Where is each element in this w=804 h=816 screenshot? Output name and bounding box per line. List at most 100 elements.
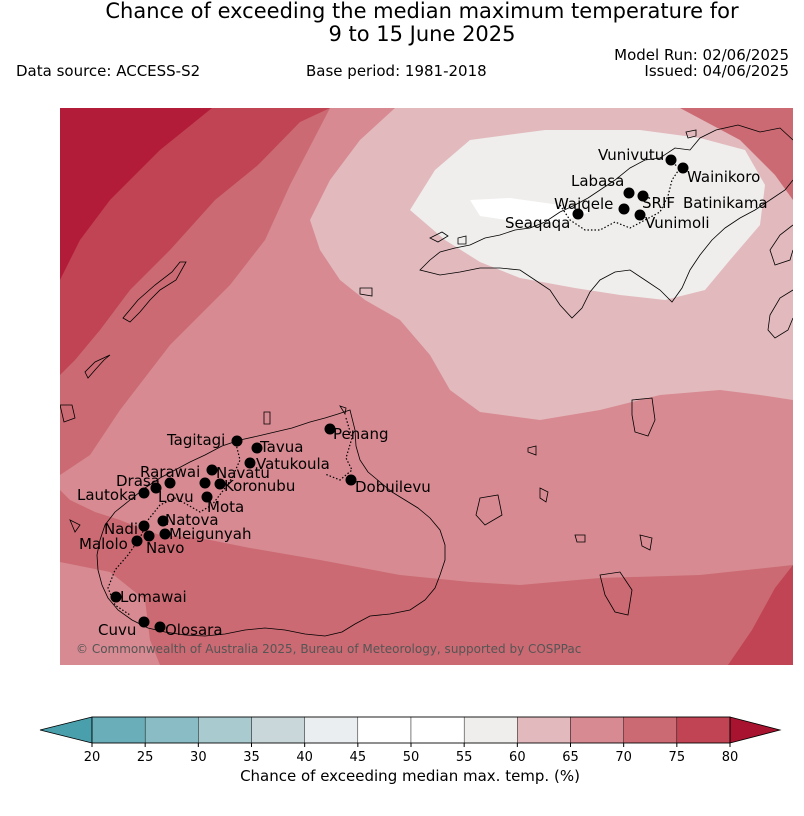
islet-coast-ne: [769, 224, 793, 266]
colorbar-tick-label-25: 25: [137, 750, 154, 765]
coastlines: [60, 124, 793, 637]
islet-center: [359, 287, 373, 297]
station-navatu[interactable]: Navatu: [199, 464, 270, 489]
contour-75-80-lower-right: [728, 565, 793, 665]
svg-text:Olosara: Olosara: [165, 621, 223, 639]
colorbar-bins: [91, 716, 731, 744]
svg-text:Malolo: Malolo: [79, 535, 128, 553]
colorbar-tick-label-20: 20: [84, 750, 101, 765]
station-dobuilevu[interactable]: Dobuilevu: [345, 474, 431, 497]
svg-text:Vunivutu: Vunivutu: [598, 146, 664, 164]
yasawa-chain: [122, 261, 187, 323]
station-markers: Vunivutu Wainikoro Labasa Waiqele SRIF B…: [77, 146, 768, 639]
svg-text:Lomawai: Lomawai: [120, 588, 187, 606]
islet-viti-north: [263, 411, 271, 425]
svg-text:Cuvu: Cuvu: [98, 621, 136, 639]
station-tavua[interactable]: Tavua: [251, 438, 304, 456]
svg-text:Drasa: Drasa: [116, 472, 160, 490]
station-olosara[interactable]: Olosara: [154, 621, 223, 639]
station-drasa[interactable]: Drasa: [116, 472, 162, 494]
svg-text:Navo: Navo: [146, 539, 184, 557]
station-meigunyah[interactable]: Meigunyah: [159, 525, 252, 543]
svg-text:Koronubu: Koronubu: [224, 477, 295, 495]
colorbar-ticks: 20 25 30 35 40 45 50 55 60 65 70 75 80: [84, 743, 738, 765]
colorbar-bin-3: [251, 716, 305, 744]
svg-text:SRIF: SRIF: [642, 194, 675, 212]
svg-text:Tagitagi: Tagitagi: [166, 431, 225, 449]
station-nadi[interactable]: Nadi: [104, 520, 150, 538]
svg-text:Mota: Mota: [207, 498, 244, 516]
colorbar-bin-9: [570, 716, 624, 744]
colorbar-tick-label-50: 50: [403, 750, 420, 765]
colorbar-bin-1: [144, 716, 199, 744]
svg-text:Lovu: Lovu: [158, 488, 194, 506]
islet-west-1: [60, 404, 76, 423]
colorbar-tick-label-55: 55: [456, 750, 473, 765]
koro-coast: [475, 494, 503, 526]
station-koronubu[interactable]: Koronubu: [214, 477, 296, 495]
islet-north-3: [685, 129, 697, 139]
svg-text:Penang: Penang: [333, 425, 388, 443]
colorbar-tick-label-40: 40: [296, 750, 313, 765]
viti-levu-coast: [96, 409, 446, 637]
svg-text:Rarawai: Rarawai: [140, 463, 200, 481]
district-boundaries: [107, 159, 681, 616]
station-seaqaqa[interactable]: Seaqaqa: [505, 208, 584, 233]
colorbar-bin-10: [623, 716, 678, 744]
colorbar-bin-7: [463, 716, 518, 744]
station-waiqele[interactable]: Waiqele: [554, 195, 630, 215]
svg-text:Nadi: Nadi: [104, 520, 138, 538]
station-vunimoli[interactable]: Vunimoli: [634, 209, 710, 233]
station-lomawai[interactable]: Lomawai: [110, 588, 187, 606]
station-vunivutu[interactable]: Vunivutu: [598, 146, 677, 166]
svg-text:Wainikoro: Wainikoro: [687, 168, 760, 186]
colorbar-bin-0: [91, 716, 146, 744]
station-lautoka[interactable]: Lautoka: [77, 486, 150, 504]
station-malolo[interactable]: Malolo: [79, 535, 143, 553]
svg-text:Lautoka: Lautoka: [77, 486, 137, 504]
colorbar-bin-5: [357, 716, 412, 744]
station-tagitagi[interactable]: Tagitagi: [166, 431, 243, 449]
title-line-2: 9 to 15 June 2025: [328, 22, 516, 46]
colorbar-bin-11: [676, 716, 731, 744]
contour-65-70-lower-left: [60, 562, 160, 665]
colorbar-tick-label-45: 45: [350, 750, 367, 765]
svg-text:Batinikama: Batinikama: [683, 194, 768, 212]
probability-contours: [60, 108, 793, 665]
station-penang[interactable]: Penang: [324, 423, 389, 444]
contour-55-60: [410, 130, 765, 300]
station-navo[interactable]: Navo: [143, 530, 185, 558]
station-labasa[interactable]: Labasa: [571, 172, 635, 199]
station-mota[interactable]: Mota: [201, 491, 245, 517]
station-lovu[interactable]: Lovu: [158, 477, 194, 507]
islet-east-3: [574, 534, 586, 543]
islet-east-4: [527, 445, 537, 456]
colorbar-above-80: [729, 716, 782, 744]
islet-east-1: [539, 487, 549, 503]
station-rarawai[interactable]: Rarawai: [140, 463, 218, 481]
colorbar-bin-4: [304, 716, 359, 744]
station-batinikama[interactable]: Batinikama: [683, 194, 768, 212]
vanua-levu-coast: [419, 124, 793, 319]
ovalau-coast: [631, 397, 656, 437]
svg-text:Vatukoula: Vatukoula: [256, 455, 330, 473]
yasawa-chain-south: [84, 354, 111, 379]
data-source-label: Data source: ACCESS-S2: [16, 62, 201, 80]
svg-text:Tavua: Tavua: [259, 438, 303, 456]
svg-text:Waiqele: Waiqele: [554, 195, 613, 213]
station-vatukoula[interactable]: Vatukoula: [244, 455, 330, 473]
station-wainikoro[interactable]: Wainikoro: [677, 162, 761, 187]
svg-text:Navatu: Navatu: [216, 464, 270, 482]
station-natova[interactable]: Natova: [157, 511, 219, 529]
colorbar-label: Chance of exceeding median max. temp. (%…: [240, 767, 580, 785]
colorbar-tick-label-70: 70: [615, 750, 632, 765]
islet-north-1: [429, 231, 449, 243]
model-run-label: Model Run: 02/06/2025: [614, 46, 789, 64]
station-cuvu[interactable]: Cuvu: [98, 616, 150, 640]
contour-50-55: [470, 198, 590, 222]
copyright-notice: © Commonwealth of Australia 2025, Bureau…: [76, 642, 581, 656]
svg-text:Seaqaqa: Seaqaqa: [505, 214, 570, 232]
colorbar-bin-6: [410, 716, 465, 744]
station-srif[interactable]: SRIF: [637, 190, 676, 213]
